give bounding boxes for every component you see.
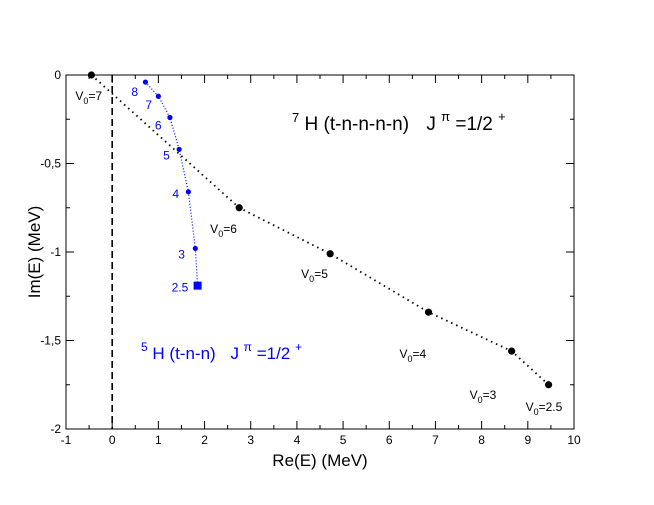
point-label-h7: V0=4 (400, 347, 427, 364)
x-tick-label: 10 (567, 433, 581, 447)
point-label-h5: 2.5 (172, 281, 189, 295)
data-point-h5 (167, 114, 173, 121)
data-point-h5 (142, 79, 149, 85)
x-tick-label: 9 (524, 433, 531, 447)
y-tick-label: -1 (50, 245, 61, 259)
data-point-h7 (326, 250, 334, 258)
point-label-h7: V0=7 (75, 89, 102, 106)
x-tick-label: 4 (294, 433, 301, 447)
h5-mass-number: 5 (141, 340, 148, 354)
series-line-h5 (144, 81, 199, 286)
point-label-h7: V0=2.5 (526, 400, 563, 417)
data-point-square (193, 281, 202, 290)
y-tick-label: 0 (54, 68, 61, 82)
x-tick-label: 8 (478, 433, 485, 447)
x-tick-label: 3 (247, 433, 254, 447)
data-point-h5 (155, 93, 161, 99)
series-line-h7 (90, 74, 550, 386)
point-label-h5: 7 (145, 98, 152, 112)
y-tick-label: -2 (50, 422, 61, 436)
x-tick-label: 0 (109, 433, 116, 447)
h5-parity-symbol: π (244, 340, 252, 354)
data-point-h7 (87, 71, 95, 79)
h7-spin-value: =1/2 (455, 114, 493, 135)
data-point-h7 (508, 347, 516, 355)
svg-text:7 H (t-n-n-n-n) J: 7 H (t-n-n-n-n) J π =1/2 + (292, 105, 506, 135)
x-axis-title: Re(E) (MeV) (272, 451, 367, 470)
y-tick-label: -0,5 (40, 157, 61, 171)
data-point-h5 (185, 189, 191, 195)
y-tick-label: -1,5 (40, 334, 61, 348)
point-label-h5: 8 (131, 85, 138, 99)
h7-annotation: 7 H (t-n-n-n-n) J π =1/2 + (292, 105, 506, 135)
data-point-h7 (545, 381, 553, 389)
x-tick-label: 5 (340, 433, 347, 447)
h5-parity-sign: + (295, 340, 302, 354)
point-label-h7: V0=5 (301, 267, 328, 284)
x-tick-label: 6 (386, 433, 393, 447)
x-tick-label: 7 (432, 433, 439, 447)
data-point-h5 (176, 146, 182, 152)
h5-annotation: 5 H (t-n-n) J π =1/2 + (141, 336, 302, 363)
h7-mass-number: 7 (292, 110, 299, 125)
point-label-h5: 6 (155, 118, 162, 132)
data-point-h7 (424, 308, 433, 316)
point-label-h7: V0=3 (470, 388, 497, 405)
y-axis-title: Im(E) (MeV) (25, 206, 44, 299)
h7-spin-label: J (426, 114, 436, 135)
point-label-h7: V0=6 (210, 222, 237, 239)
h7-nuclide-label: H (t-n-n-n-n) (305, 114, 410, 135)
x-tick-label: 1 (155, 433, 162, 447)
point-label-h5: 5 (163, 148, 170, 162)
axis-ticks: -1 0 1 2 3 4 5 6 7 8 9 100-0,5-1-1,5-2 (40, 68, 581, 447)
x-tick-label: -1 (61, 433, 72, 447)
point-label-h5: 4 (172, 187, 179, 201)
h5-nuclide-label: H (t-n-n) (152, 344, 215, 363)
x-tick-label: 2 (201, 433, 208, 447)
data-markers (87, 71, 553, 389)
h5-spin-value: =1/2 (257, 344, 291, 363)
data-point-h7 (235, 204, 243, 212)
h7-parity-sign: + (498, 109, 506, 124)
svg-text:5 H (t-n-n) J: 5 H (t-n-n) J π =1/2 + (141, 336, 302, 363)
data-point-h5 (192, 245, 198, 252)
h5-spin-label: J (230, 344, 239, 363)
h7-parity-symbol: π (441, 109, 450, 124)
point-label-h5: 3 (178, 247, 185, 261)
